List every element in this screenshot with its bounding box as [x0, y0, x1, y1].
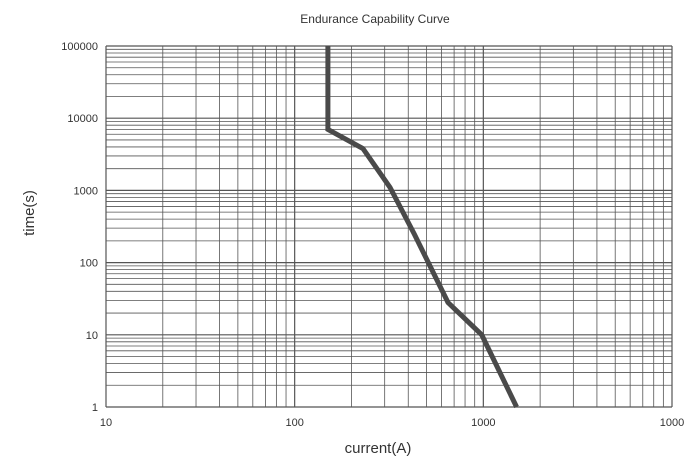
- x-axis-label: current(A): [345, 440, 412, 457]
- x-tick-labels: 10 100 1000 1000: [100, 417, 684, 429]
- chart-grid: [105, 45, 673, 408]
- x-tick-label: 1000: [471, 417, 495, 429]
- y-tick-label: 100000: [61, 41, 98, 53]
- y-tick-label: 100: [80, 258, 98, 270]
- y-tick-labels: 1 10 100 1000 10000 100000: [61, 41, 98, 414]
- y-tick-label: 1: [92, 402, 98, 414]
- x-tick-label: 100: [285, 417, 303, 429]
- x-tick-label: 1000: [660, 417, 684, 429]
- y-tick-label: 10: [86, 330, 98, 342]
- y-tick-label: 1000: [74, 185, 98, 197]
- chart-title: Endurance Capability Curve: [300, 12, 450, 26]
- y-axis-label: time(s): [21, 190, 38, 236]
- x-tick-label: 10: [100, 417, 112, 429]
- y-tick-label: 10000: [67, 113, 98, 125]
- endurance-curve-line: [325, 46, 519, 409]
